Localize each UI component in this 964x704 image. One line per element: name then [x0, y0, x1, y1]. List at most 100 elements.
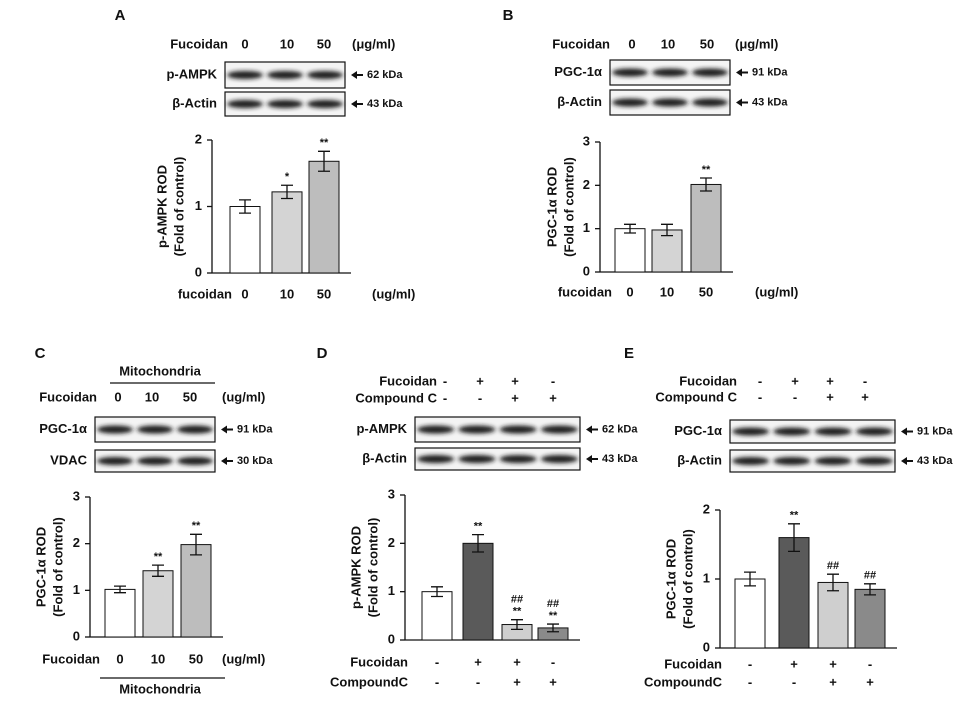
x-row-level: +	[549, 674, 557, 689]
x-row-level: +	[513, 674, 521, 689]
y-tick-label: 1	[388, 583, 395, 598]
band-name: PGC-1α	[39, 421, 87, 436]
blot-header-level: -	[443, 390, 447, 405]
y-axis-label: PGC-1α ROD	[663, 539, 678, 619]
blot-band	[227, 71, 263, 79]
band-name: PGC-1α	[554, 64, 602, 79]
y-tick-label: 1	[195, 198, 202, 213]
band-name: VDAC	[50, 452, 87, 467]
error-bar	[744, 571, 756, 587]
blot-header-level: -	[478, 390, 482, 405]
error-bar	[472, 533, 484, 553]
x-row-level: +	[829, 656, 837, 671]
error-bar	[827, 573, 839, 592]
blot-header-level: +	[791, 373, 799, 388]
blot-header-level: -	[443, 373, 447, 388]
y-tick-label: 3	[73, 488, 80, 503]
bar	[817, 581, 849, 649]
significance-mark: **	[790, 510, 799, 522]
significance-mark: **	[192, 520, 201, 532]
x-row-level: 0	[116, 651, 123, 666]
blot-band	[814, 457, 852, 465]
blot-box	[729, 449, 896, 473]
blot-band	[458, 455, 496, 463]
blot-header-label: Fucoidan	[379, 373, 437, 388]
blot-header-level: +	[511, 373, 519, 388]
arrow	[736, 98, 748, 107]
blot-band	[97, 457, 133, 465]
significance-mark: **	[702, 164, 711, 176]
error-bar	[239, 199, 251, 214]
band-size: 62 kDa	[602, 423, 638, 435]
band-size: 91 kDa	[917, 425, 953, 437]
blot-header-level: +	[549, 390, 557, 405]
group-label: Mitochondria	[119, 363, 201, 378]
blot-header-level: 0	[114, 389, 121, 404]
bar	[421, 591, 453, 641]
y-axis-label: (Fold of control)	[561, 157, 576, 257]
band-size: 91 kDa	[237, 423, 273, 435]
y-tick-label: 2	[388, 535, 395, 550]
bar	[690, 183, 722, 273]
blot-header-label: Fucoidan	[552, 36, 610, 51]
blot-band	[307, 71, 343, 79]
blot-band	[652, 98, 688, 107]
blot-header-level: +	[476, 373, 484, 388]
error-bar	[661, 223, 673, 237]
blot-band	[97, 425, 133, 434]
blot-header-level: -	[551, 373, 555, 388]
blot-band	[773, 457, 811, 465]
blot-band	[417, 455, 455, 463]
bar	[651, 229, 683, 273]
error-bar	[700, 177, 712, 192]
error-bar	[152, 564, 164, 577]
error-bar	[318, 150, 330, 172]
x-row-level: 50	[317, 286, 331, 301]
arrow	[586, 455, 598, 463]
significance-mark: **	[474, 521, 483, 533]
blot-band	[499, 425, 537, 434]
x-row-level: 50	[189, 651, 203, 666]
x-row-level: -	[868, 656, 872, 671]
significance-mark: **	[513, 606, 522, 618]
x-row-level: 10	[660, 284, 674, 299]
blot-band	[267, 71, 303, 79]
band-size: 43 kDa	[917, 455, 953, 467]
arrow	[221, 457, 233, 465]
y-axis-label: PGC-1α ROD	[544, 167, 559, 247]
blot-header-unit: (μg/ml)	[352, 36, 395, 51]
blot-header-level: -	[758, 373, 762, 388]
x-row-label: CompoundC	[644, 674, 723, 689]
bar	[308, 160, 340, 274]
band-name: β-Actin	[362, 450, 407, 465]
error-bar	[431, 586, 443, 598]
arrow	[901, 457, 913, 465]
band-size: 43 kDa	[752, 96, 788, 108]
bar	[271, 191, 303, 274]
blot-band	[855, 457, 893, 465]
band-size: 43 kDa	[602, 453, 638, 465]
error-bar	[788, 523, 800, 553]
error-bar	[190, 533, 202, 556]
blot-band	[814, 427, 852, 436]
x-row-level: 0	[626, 284, 633, 299]
x-row-label: Fucoidan	[350, 654, 408, 669]
x-row-level: 50	[699, 284, 713, 299]
y-tick-label: 0	[703, 639, 710, 654]
blot-header-level: 50	[183, 389, 197, 404]
blot-header-label: Compound C	[655, 389, 737, 404]
x-row-level: -	[551, 654, 555, 669]
x-row-label: CompoundC	[330, 674, 409, 689]
panel-label: B	[503, 7, 514, 24]
arrow	[736, 68, 748, 77]
band-name: β-Actin	[172, 95, 217, 110]
blot-band	[732, 457, 770, 465]
y-tick-label: 2	[703, 501, 710, 516]
blot-band	[307, 100, 343, 108]
panel-label: E	[624, 345, 634, 362]
significance-mark: *	[285, 171, 290, 183]
error-bar	[281, 184, 293, 200]
bar	[180, 544, 212, 638]
blot-band	[855, 427, 893, 436]
